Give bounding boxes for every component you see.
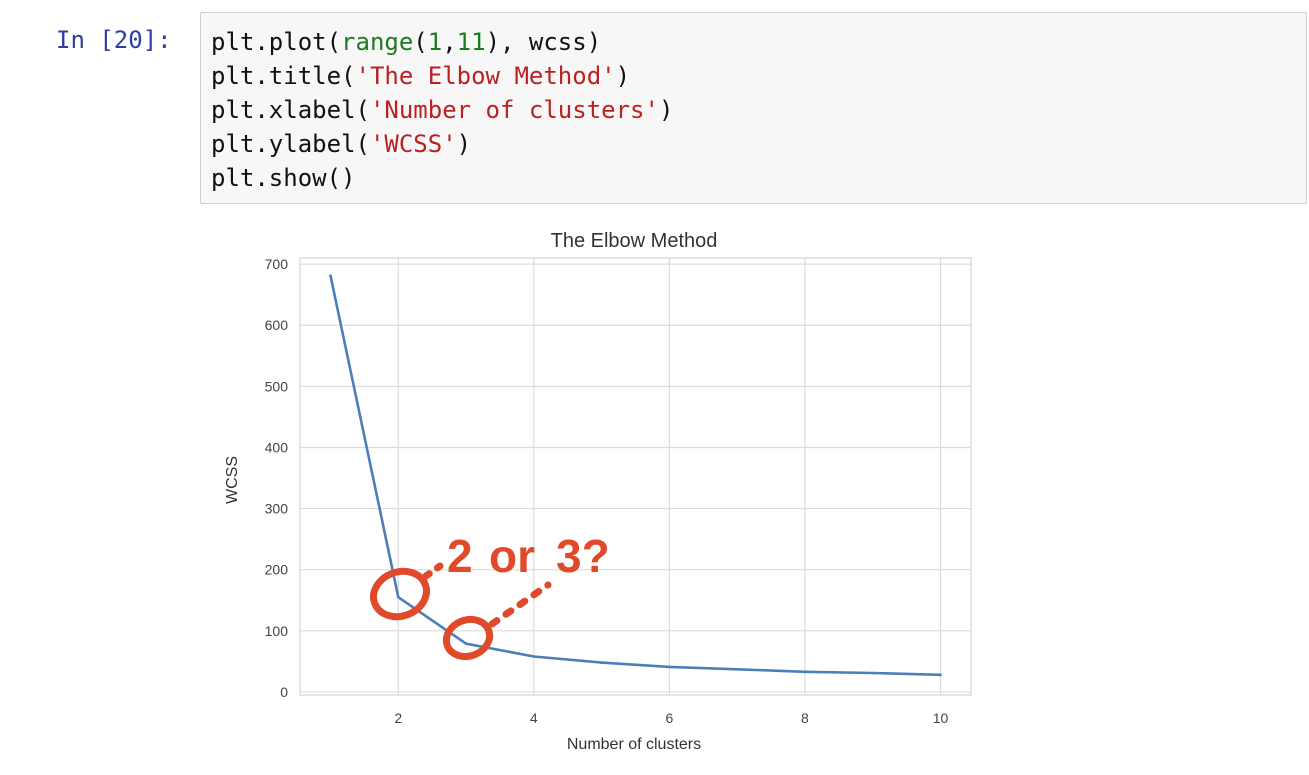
code-token: 'WCSS': [369, 130, 457, 158]
code-line: plt.plot(range(1,11), wcss): [211, 25, 601, 59]
x-tick-label: 4: [530, 710, 538, 726]
data-point: [329, 274, 332, 278]
y-tick-label: 100: [265, 623, 289, 639]
x-tick-label: 6: [665, 710, 673, 726]
code-line: plt.ylabel('WCSS'): [211, 127, 471, 161]
cell-prompt: In [20]:: [56, 26, 172, 54]
annotation-text-3: 3?: [556, 530, 610, 582]
code-token: ,: [442, 28, 457, 56]
chart-title: The Elbow Method: [551, 230, 718, 252]
code-token: plt.show(): [211, 164, 356, 192]
code-token: 1: [427, 28, 443, 56]
code-token: 'The Elbow Method': [355, 62, 616, 90]
y-axis-label: WCSS: [224, 456, 241, 504]
data-point: [600, 661, 603, 664]
code-token: plt.ylabel(: [211, 130, 370, 158]
y-tick-label: 300: [265, 501, 289, 517]
code-token: ): [615, 62, 631, 90]
y-tick-labels: 0 100 200 300 400 500 600 700: [265, 256, 289, 700]
code-token: (: [413, 28, 428, 56]
x-tick-label: 10: [933, 710, 949, 726]
code-token: plt.title(: [211, 62, 356, 90]
x-tick-label: 2: [394, 710, 402, 726]
dash-line-to-3: [488, 581, 552, 628]
data-point: [803, 670, 807, 674]
circle-annotation-k2: [370, 567, 430, 621]
code-line: plt.show(): [211, 161, 356, 195]
annotation-text-2: 2: [447, 530, 473, 582]
code-cell[interactable]: plt.plot(range(1,11), wcss) plt.title('Th…: [200, 12, 1307, 204]
series-points: [329, 274, 942, 677]
data-point: [532, 655, 536, 658]
x-axis-label: Number of clusters: [567, 736, 701, 753]
y-tick-label: 0: [280, 684, 288, 700]
x-tick-labels: 2 4 6 8 10: [394, 710, 948, 726]
code-token: plt.plot(: [211, 28, 342, 56]
code-token: ), wcss): [485, 28, 602, 56]
code-line: plt.title('The Elbow Method'): [211, 59, 630, 93]
code-token: 11: [456, 28, 486, 56]
data-point: [668, 665, 671, 669]
code-token: ): [658, 96, 674, 124]
y-tick-label: 600: [265, 317, 289, 333]
code-line: plt.xlabel('Number of clusters'): [211, 93, 673, 127]
dash-line-to-2: [422, 562, 444, 580]
circle-annotation-k3: [442, 615, 494, 661]
data-point: [464, 642, 468, 645]
data-point: [871, 671, 875, 675]
y-tick-label: 200: [265, 562, 289, 578]
code-token: range: [341, 28, 414, 56]
handwritten-annotation: 2 or 3?: [370, 530, 610, 661]
x-tick-label: 8: [801, 710, 809, 726]
data-point: [396, 595, 400, 599]
y-tick-label: 700: [265, 256, 289, 272]
chart-grid: [300, 258, 971, 695]
series-line-wcss: [329, 275, 941, 677]
annotation-text-or: or: [489, 530, 535, 582]
data-point: [735, 668, 739, 671]
y-tick-label: 400: [265, 439, 289, 455]
code-token: ): [456, 130, 472, 158]
y-tick-label: 500: [265, 378, 289, 394]
code-token: plt.xlabel(: [211, 96, 370, 124]
plot-frame: [299, 257, 972, 696]
code-token: 'Number of clusters': [369, 96, 659, 124]
data-point: [939, 673, 942, 677]
